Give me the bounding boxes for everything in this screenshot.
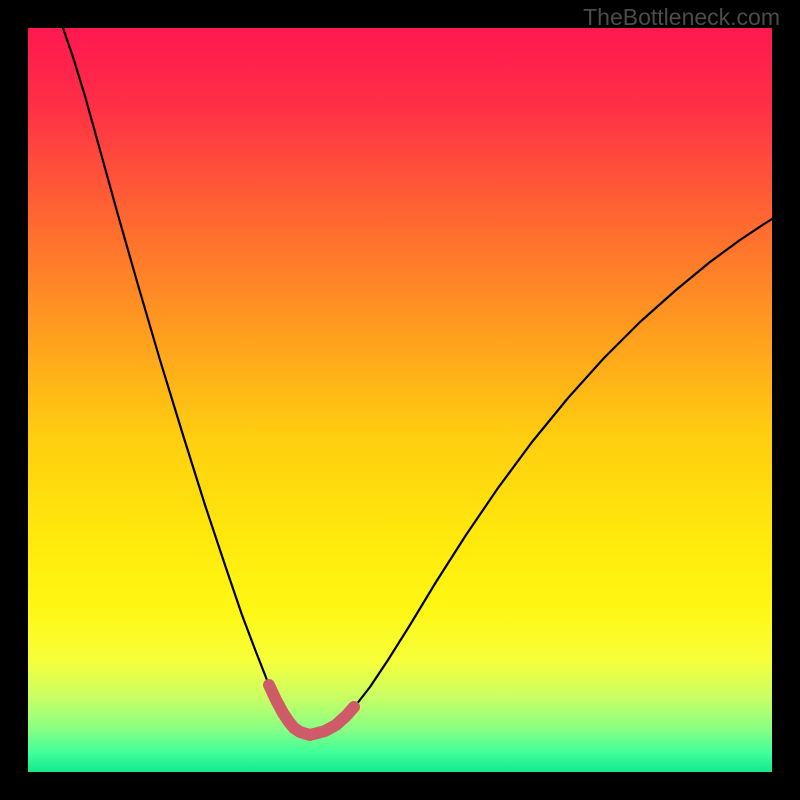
optimum-highlight (269, 685, 354, 735)
bottleneck-curve (63, 28, 772, 735)
watermark-text: TheBottleneck.com (583, 4, 780, 31)
curve-layer (0, 0, 800, 800)
